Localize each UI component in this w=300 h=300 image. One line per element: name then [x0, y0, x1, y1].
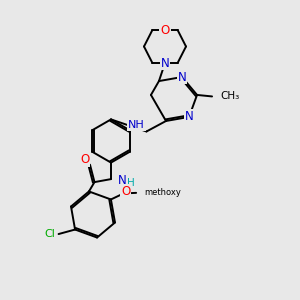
Text: O: O	[121, 184, 130, 198]
Text: O: O	[80, 153, 89, 166]
Text: methoxy: methoxy	[145, 188, 182, 197]
Text: CH₃: CH₃	[220, 92, 240, 101]
Text: N: N	[160, 56, 169, 70]
Text: N: N	[185, 110, 194, 123]
Text: N: N	[178, 70, 186, 83]
Text: H: H	[127, 178, 134, 188]
Text: N: N	[118, 174, 126, 187]
Text: Cl: Cl	[44, 229, 55, 239]
Text: NH: NH	[128, 120, 145, 130]
Text: O: O	[160, 23, 169, 37]
